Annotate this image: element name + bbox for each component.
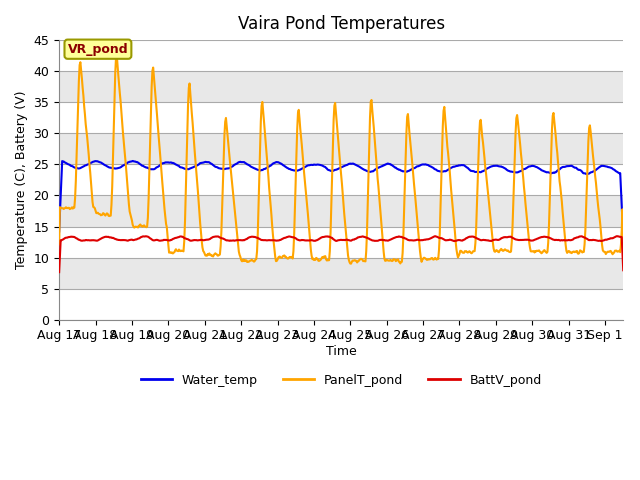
- Bar: [59, 288, 623, 320]
- Bar: [59, 165, 623, 195]
- Y-axis label: Temperature (C), Battery (V): Temperature (C), Battery (V): [15, 91, 28, 269]
- Bar: [59, 195, 623, 227]
- Bar: [59, 133, 623, 165]
- Bar: [59, 71, 623, 102]
- Bar: [59, 258, 623, 288]
- Title: Vaira Pond Temperatures: Vaira Pond Temperatures: [237, 15, 445, 33]
- Text: VR_pond: VR_pond: [68, 43, 128, 56]
- Bar: [59, 102, 623, 133]
- Bar: [59, 227, 623, 258]
- Bar: [59, 40, 623, 71]
- Legend: Water_temp, PanelT_pond, BattV_pond: Water_temp, PanelT_pond, BattV_pond: [136, 369, 547, 392]
- X-axis label: Time: Time: [326, 345, 356, 358]
